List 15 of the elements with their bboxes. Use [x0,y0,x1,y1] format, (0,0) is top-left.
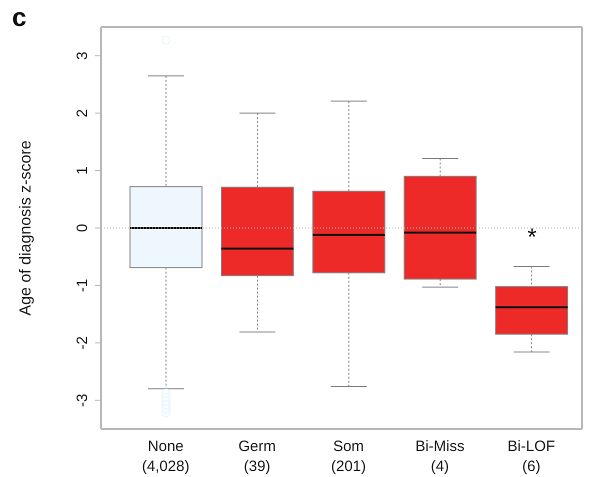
x-tick-label: None (4,028) [142,438,190,475]
y-tick-label: -2 [74,336,91,350]
y-axis-title: Age of diagnosis z-score [18,140,35,316]
y-tick-label: 0 [74,224,91,232]
x-tick-label: Germ (39) [238,438,276,475]
x-tick-label: Bi-LOF (6) [508,438,556,475]
y-tick-label: 1 [74,166,91,175]
annotation: * [526,224,538,251]
y-tick-label: -3 [74,394,91,407]
y-tick-label: -1 [74,278,91,292]
y-tick-label: 3 [74,52,91,60]
x-tick-label: Som (201) [330,438,366,475]
x-tick-label: Bi-Miss (4) [415,438,464,475]
y-tick-label: 2 [74,108,91,118]
chart-title: c [12,2,26,33]
